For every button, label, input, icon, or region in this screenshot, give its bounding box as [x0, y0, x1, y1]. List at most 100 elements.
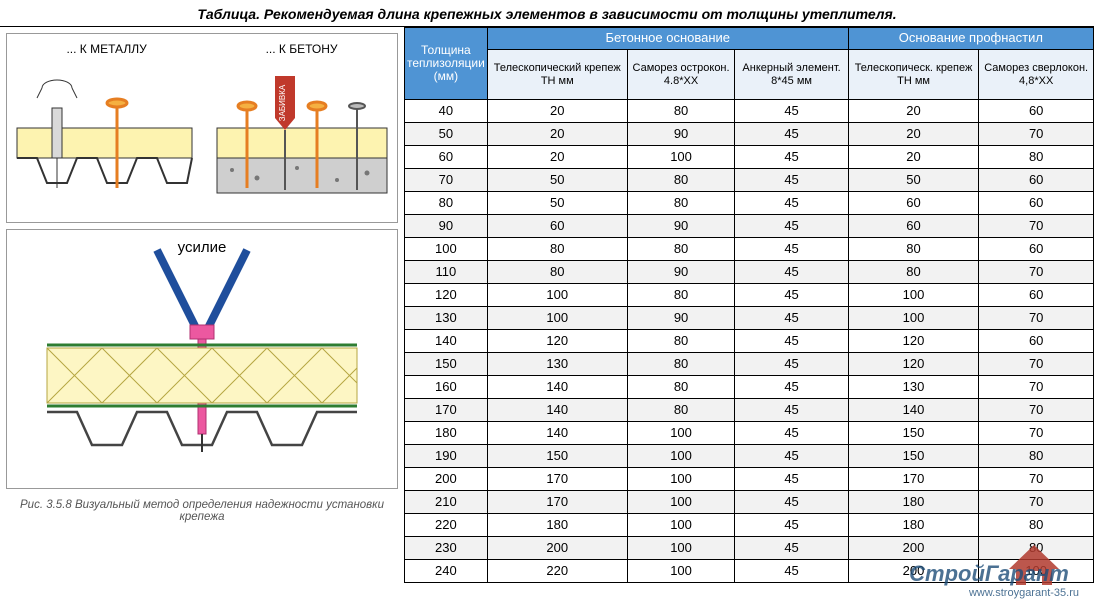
table-cell: 90: [627, 307, 735, 330]
table-cell: 170: [487, 468, 627, 491]
table-cell: 100: [627, 422, 735, 445]
table-cell: 80: [627, 353, 735, 376]
table-row: 1008080458060: [405, 238, 1094, 261]
col-thickness: Толщина теплизоляции (мм): [405, 28, 488, 100]
table-cell: 220: [487, 560, 627, 583]
table-cell: 80: [979, 537, 1094, 560]
table-cell: 45: [735, 330, 848, 353]
group-concrete: Бетонное основание: [487, 28, 848, 50]
right-column: Толщина теплизоляции (мм) Бетонное основ…: [404, 27, 1094, 606]
table-cell: 100: [487, 307, 627, 330]
table-row: 1901501004515080: [405, 445, 1094, 468]
force-test-svg: усилие: [7, 230, 397, 490]
table-row: 805080456060: [405, 192, 1094, 215]
table-cell: 230: [405, 537, 488, 560]
table-row: 1801401004515070: [405, 422, 1094, 445]
table-cell: 20: [487, 100, 627, 123]
table-cell: 20: [848, 146, 979, 169]
table-cell: 220: [405, 514, 488, 537]
table-cell: 20: [848, 100, 979, 123]
table-cell: 45: [735, 376, 848, 399]
table-cell: 70: [979, 215, 1094, 238]
table-cell: 45: [735, 146, 848, 169]
table-cell: 70: [979, 353, 1094, 376]
table-cell: 45: [735, 192, 848, 215]
table-cell: 45: [735, 215, 848, 238]
table-cell: 45: [735, 261, 848, 284]
page-title: Таблица. Рекомендуемая длина крепежных э…: [0, 0, 1094, 27]
table-cell: 240: [405, 560, 488, 583]
table-cell: 70: [979, 399, 1094, 422]
table-row: 2101701004518070: [405, 491, 1094, 514]
table-cell: 80: [979, 146, 1094, 169]
sub-h1: Саморез острокон. 4.8*XX: [627, 50, 735, 100]
table-cell: 100: [487, 284, 627, 307]
table-cell: 70: [979, 261, 1094, 284]
table-row: 1108090458070: [405, 261, 1094, 284]
table-cell: 160: [405, 376, 488, 399]
table-cell: 100: [627, 146, 735, 169]
table-cell: 100: [627, 491, 735, 514]
table-cell: 60: [487, 215, 627, 238]
table-row: 24022010045200100: [405, 560, 1094, 583]
table-cell: 80: [627, 169, 735, 192]
table-cell: 45: [735, 422, 848, 445]
table-row: 120100804510060: [405, 284, 1094, 307]
table-cell: 190: [405, 445, 488, 468]
table-cell: 140: [405, 330, 488, 353]
table-cell: 100: [627, 468, 735, 491]
table-cell: 80: [979, 445, 1094, 468]
table-cell: 80: [627, 100, 735, 123]
diagram-metal-concrete: ... К МЕТАЛЛУ ... К БЕТОНУ: [6, 33, 398, 223]
table-cell: 180: [848, 491, 979, 514]
table-cell: 45: [735, 514, 848, 537]
table-cell: 80: [487, 261, 627, 284]
fastener-diagram-svg: ЗАБИВКА: [7, 58, 397, 218]
table-cell: 140: [487, 399, 627, 422]
table-cell: 45: [735, 307, 848, 330]
table-cell: 60: [979, 284, 1094, 307]
table-cell: 80: [848, 261, 979, 284]
table-row: 502090452070: [405, 123, 1094, 146]
table-cell: 90: [405, 215, 488, 238]
table-cell: 80: [848, 238, 979, 261]
table-cell: 80: [627, 284, 735, 307]
table-cell: 60: [848, 215, 979, 238]
table-cell: 150: [487, 445, 627, 468]
table-cell: 140: [487, 422, 627, 445]
table-cell: 40: [405, 100, 488, 123]
table-cell: 120: [848, 353, 979, 376]
sub-header-row: Телескопический крепеж ТН мм Саморез ост…: [405, 50, 1094, 100]
table-cell: 100: [627, 445, 735, 468]
table-cell: 120: [487, 330, 627, 353]
table-cell: 100: [627, 537, 735, 560]
table-row: 150130804512070: [405, 353, 1094, 376]
table-cell: 60: [848, 192, 979, 215]
label-metal: ... К МЕТАЛЛУ: [66, 42, 146, 56]
table-cell: 90: [627, 123, 735, 146]
table-cell: 45: [735, 284, 848, 307]
table-cell: 150: [848, 445, 979, 468]
table-cell: 100: [848, 284, 979, 307]
table-cell: 210: [405, 491, 488, 514]
table-cell: 45: [735, 353, 848, 376]
table-cell: 80: [979, 514, 1094, 537]
table-row: 906090456070: [405, 215, 1094, 238]
table-cell: 100: [979, 560, 1094, 583]
sub-h4: Саморез сверлокон. 4,8*XX: [979, 50, 1094, 100]
table-cell: 60: [979, 192, 1094, 215]
fastener-table: Толщина теплизоляции (мм) Бетонное основ…: [404, 27, 1094, 583]
table-cell: 180: [848, 514, 979, 537]
sub-h0: Телескопический крепеж ТН мм: [487, 50, 627, 100]
table-cell: 45: [735, 560, 848, 583]
table-cell: 45: [735, 100, 848, 123]
table-row: 6020100452080: [405, 146, 1094, 169]
table-cell: 100: [627, 514, 735, 537]
table-cell: 80: [627, 192, 735, 215]
table-cell: 80: [627, 330, 735, 353]
table-cell: 80: [627, 376, 735, 399]
table-cell: 50: [487, 192, 627, 215]
table-cell: 80: [405, 192, 488, 215]
table-cell: 130: [848, 376, 979, 399]
table-cell: 150: [848, 422, 979, 445]
